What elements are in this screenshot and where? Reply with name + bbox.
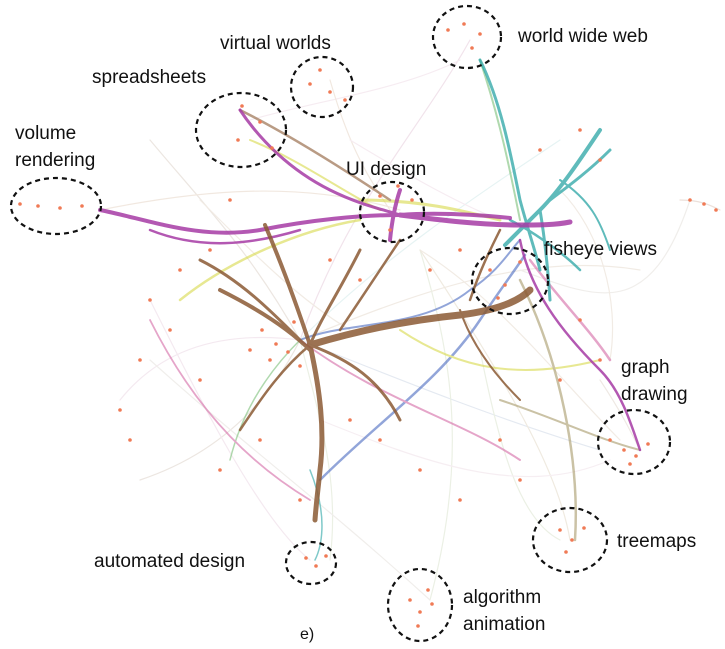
circle-world-wide-web [431,4,503,70]
label-ui-design: UI design [346,159,427,180]
circle-ui-design [358,180,426,244]
colored-edges [149,59,641,561]
magenta-bundle [98,108,642,452]
circle-graph-drawing [596,408,672,476]
circle-fisheye-views [470,246,550,316]
label-fisheye-views: fisheye views [544,239,657,260]
panel-label: e) [300,626,315,643]
label-treemaps: treemaps [617,531,697,552]
circle-automated-design [284,540,338,586]
circle-spreadsheets [194,91,288,169]
nodes [18,22,718,628]
brown-bundle [198,223,534,523]
label-graph-drawing: graph drawing [621,357,688,405]
label-automated-design: automated design [94,551,246,572]
circle-treemaps [531,506,609,574]
label-world-wide-web: world wide web [518,26,648,47]
teal-bundle [478,58,612,302]
cluster-circles [9,4,672,643]
circle-virtual-worlds [289,55,355,119]
circle-algorithm-animation [386,567,454,643]
label-spreadsheets: spreadsheets [92,67,207,88]
circle-volume-rendering [9,176,103,236]
label-algorithm-animation: algorithm animation [463,587,546,635]
label-volume-rendering: volume rendering [15,123,96,171]
label-virtual-worlds: virtual worlds [220,33,331,54]
